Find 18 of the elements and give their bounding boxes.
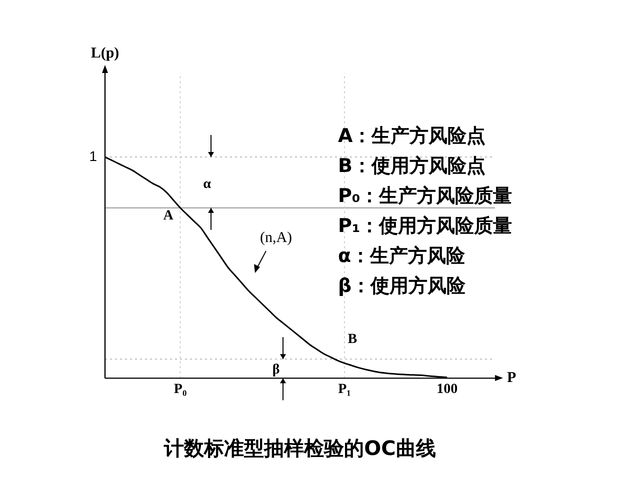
annotation: α：生产方风险 (338, 244, 466, 267)
x-axis-title: P (507, 370, 516, 386)
annotation: A (163, 208, 174, 224)
annotation: B (348, 332, 358, 347)
annotation: (n,A) (260, 230, 292, 246)
x-tick-label: P₁ (338, 382, 351, 398)
annotation: β：使用方风险 (338, 274, 467, 297)
annotation: α (203, 177, 212, 192)
x-tick-label: P₀ (174, 382, 187, 398)
x-tick-label: 100 (436, 382, 458, 398)
annotation: P₀：生产方风险质量 (338, 184, 512, 207)
annotation: B：使用方风险点 (338, 154, 486, 177)
annotation: P₁：使用方风险质量 (338, 214, 512, 237)
ref-line-label: 1 (89, 148, 98, 164)
text: A：生产方风险点 (338, 124, 486, 147)
text: L(p) (90, 45, 120, 62)
text: 计数标准型抽样检验的OC曲线 (163, 436, 436, 460)
annotation: β (272, 362, 280, 378)
